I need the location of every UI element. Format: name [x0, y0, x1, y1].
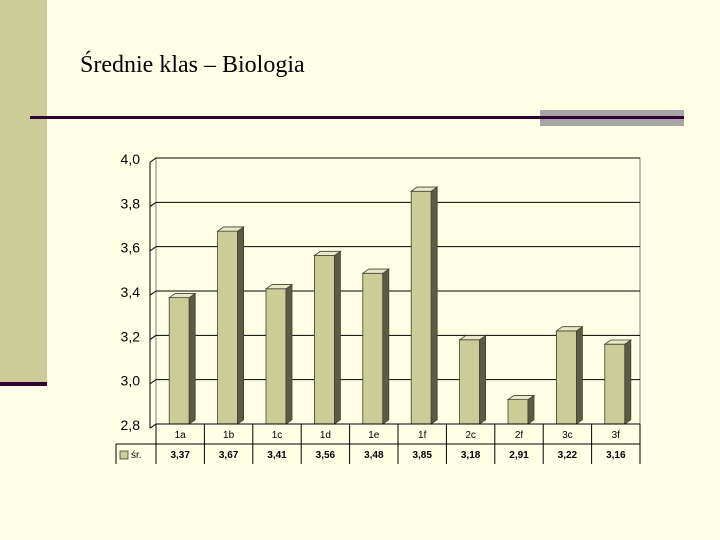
x-tick-label: 1d [320, 430, 331, 441]
x-tick-label: 2f [515, 430, 524, 441]
gridline-depth [149, 334, 157, 340]
gridline-depth [149, 423, 157, 429]
bar-front [507, 399, 529, 425]
bar-front [410, 190, 432, 425]
bar-front [168, 297, 190, 425]
bar-top [409, 186, 439, 192]
bar-front [362, 272, 384, 425]
bar-1b [216, 226, 245, 425]
y-tick-label: 3,6 [121, 240, 141, 256]
x-tick-label: 3f [612, 430, 621, 441]
legend-key-label: śr. [131, 450, 142, 461]
bar-1e [361, 268, 391, 425]
bar-front [313, 255, 335, 425]
x-tick-label: 2c [465, 430, 476, 441]
data-label: 3,48 [364, 450, 384, 461]
bar-front [265, 288, 287, 425]
bar-1a [167, 292, 197, 425]
title-rule [30, 116, 684, 119]
bar-1d [313, 250, 342, 425]
data-label: 2,91 [509, 450, 529, 461]
y-tick-label: 3,8 [121, 195, 141, 211]
bar-side [333, 250, 341, 425]
bar-side [285, 283, 293, 425]
chart-bars [167, 186, 633, 425]
bar-top [313, 250, 342, 256]
chart-data-table: 1a 3,37 1b 3,67 1c 3,41 1d 3,56 1e 3,48 1f 3,85 2c 3,… [115, 423, 641, 464]
bar-top [458, 335, 487, 341]
x-tick-label: 1a [175, 430, 187, 441]
bar-side [188, 292, 196, 425]
data-label: 3,16 [606, 450, 626, 461]
gridline-depth [149, 157, 157, 163]
bar-side [237, 226, 245, 425]
bar-top [167, 293, 197, 299]
y-tick-label: 3,4 [121, 284, 141, 300]
bar-top [264, 284, 294, 290]
x-tick-label: 1e [368, 430, 380, 441]
y-tick-label: 3,2 [121, 328, 141, 344]
bar-top [361, 268, 391, 274]
gridline-depth [149, 246, 157, 252]
x-tick-label: 1c [272, 430, 283, 441]
left-accent-bar [0, 0, 47, 382]
bar-side [527, 394, 535, 425]
data-label: 3,85 [412, 450, 432, 461]
bar-2c [458, 334, 487, 425]
data-label: 3,41 [267, 450, 287, 461]
bar-front [604, 343, 626, 425]
data-label: 3,37 [170, 450, 190, 461]
y-tick-label: 2,8 [121, 417, 141, 433]
bar-side [430, 186, 438, 425]
bar-1c [264, 283, 294, 425]
x-tick-label: 3c [562, 430, 573, 441]
bar-front [217, 230, 239, 425]
data-label: 3,56 [316, 450, 336, 461]
bar-side [479, 334, 487, 425]
bar-side [624, 339, 632, 425]
data-label: 3,22 [558, 450, 578, 461]
gridline-depth [149, 201, 157, 207]
legend-key-swatch [119, 450, 129, 460]
bar-side [382, 268, 390, 425]
bar-2f [506, 394, 536, 425]
gridline-depth [149, 379, 157, 385]
bar-top [555, 326, 584, 332]
bar-side [576, 325, 583, 425]
data-label: 3,18 [461, 450, 481, 461]
gridline-depth [149, 290, 157, 296]
bar-1f [409, 186, 439, 425]
x-tick-label: 1f [418, 430, 427, 441]
bar-top [506, 395, 536, 401]
bar-top [216, 226, 245, 232]
x-tick-label: 1b [223, 430, 235, 441]
bar-top [603, 339, 633, 345]
bar-front [556, 330, 577, 425]
y-tick-label: 4,0 [121, 151, 141, 167]
slide-title: Średnie klas – Biologia [80, 52, 305, 78]
bar-3c [555, 325, 584, 425]
bar-3f [603, 339, 633, 425]
left-accent-bar-cap [0, 382, 47, 386]
y-tick-label: 3,0 [121, 373, 141, 389]
data-label: 3,67 [219, 450, 239, 461]
chart-axes: 4,0 3,8 3,6 3,4 3,2 3,0 2,8 [121, 151, 151, 433]
bar-front [459, 339, 481, 425]
